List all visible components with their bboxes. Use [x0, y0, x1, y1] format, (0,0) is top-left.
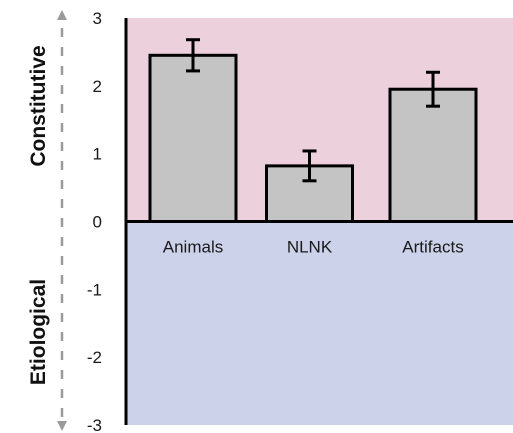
dashed-axis-arrow: [57, 10, 67, 431]
category-labels: Animals NLNK Artifacts: [163, 238, 464, 257]
y-tick-label: -3: [87, 416, 102, 433]
region-label-background-top: [24, 14, 52, 196]
bar: [148, 53, 238, 223]
etiological-region-label: Etiological: [27, 279, 50, 385]
category-label: Artifacts: [402, 238, 463, 257]
y-tick-label: 2: [93, 77, 102, 96]
y-tick-labels: 3 2 1 0 -1 -2 -3: [87, 9, 102, 433]
y-tick-label: 1: [93, 145, 102, 164]
y-tick-label: 0: [93, 213, 102, 232]
category-label: NLNK: [287, 238, 333, 257]
arrow-down-icon: [57, 421, 67, 431]
bars-group: [148, 38, 478, 223]
region-label-background-bottom: [24, 250, 52, 415]
y-tick-label: 3: [93, 9, 102, 28]
arrow-up-icon: [57, 10, 67, 20]
constitutive-region-label: Constitutive: [27, 45, 50, 166]
bar: [388, 87, 478, 223]
category-label: Animals: [163, 238, 223, 257]
y-tick-label: -2: [87, 348, 102, 367]
y-tick-label: -1: [87, 280, 102, 299]
negative-region-background: [126, 221, 513, 425]
